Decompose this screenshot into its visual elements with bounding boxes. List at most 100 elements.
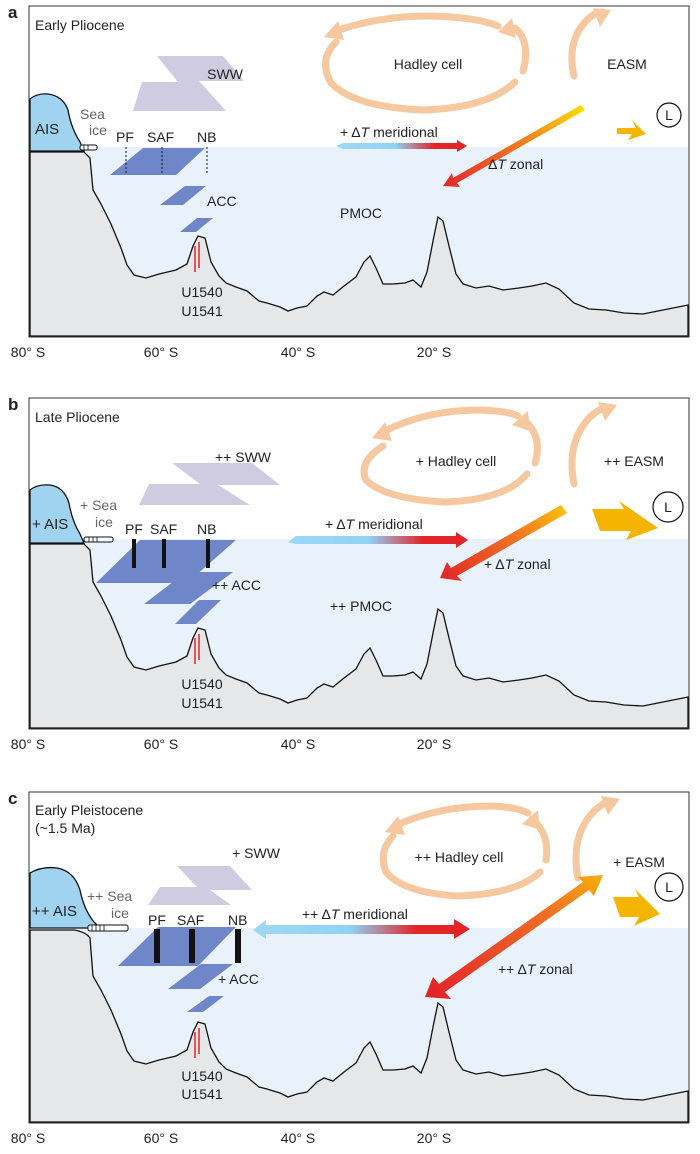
tick-20s: 20° S: [417, 344, 451, 360]
low-pressure-symbol: [652, 491, 684, 523]
saf-label: SAF: [147, 129, 174, 145]
easm-arrow: [617, 120, 646, 140]
pf-label: PF: [148, 912, 166, 928]
period-subtitle: (~1.5 Ma): [35, 820, 95, 836]
low-label: L: [665, 879, 673, 895]
nb-label: NB: [228, 912, 247, 928]
acc-label: ++ ACC: [212, 577, 261, 593]
panel-letter: c: [8, 789, 17, 808]
core-site-markers: [194, 242, 200, 272]
easm-label: EASM: [607, 56, 647, 72]
seafloor-land: [29, 543, 689, 729]
meridional-t: T: [331, 906, 341, 922]
tick-20s: 20° S: [417, 736, 451, 752]
front-lines: [125, 147, 208, 175]
hadley-label: ++ Hadley cell: [415, 849, 504, 865]
zonal-t: T: [527, 961, 537, 977]
acc-label: ACC: [207, 193, 237, 209]
front-lines: [154, 929, 241, 963]
hadley-cell-arrowheads: [372, 402, 617, 441]
site-u1541: U1541: [181, 303, 222, 319]
front-lines: [132, 539, 210, 568]
easm-label: ++ EASM: [604, 453, 664, 469]
low-pressure-symbol: [654, 872, 684, 902]
zonal-t: T: [497, 156, 507, 172]
site-u1540: U1540: [181, 676, 222, 692]
hadley-cell-arrowheads: [324, 8, 611, 40]
zonal-suffix: zonal: [535, 961, 572, 977]
ais-label: ++ AIS: [32, 903, 77, 920]
sww-label: ++ SWW: [215, 449, 272, 465]
axis-ticks-c: 80° S 60° S 40° S 20° S: [11, 1130, 451, 1146]
ice-label: ice: [95, 514, 113, 530]
pmoc-label: PMOC: [340, 205, 382, 221]
tick-80s: 80° S: [11, 1130, 45, 1146]
axis-ticks-a: 80° S 60° S 40° S 20° S: [11, 344, 451, 360]
hadley-label: Hadley cell: [394, 56, 462, 72]
easm-arrow: [613, 889, 660, 926]
easm-arrow: [592, 501, 658, 540]
panel-c-labels: c Early Pleistocene (~1.5 Ma) ++ AIS ++ …: [8, 789, 673, 1102]
ais-label: + AIS: [32, 516, 68, 533]
period-title: Early Pleistocene: [35, 802, 143, 818]
core-site-markers: [194, 634, 200, 664]
tick-60s: 60° S: [144, 1130, 178, 1146]
acc-label: + ACC: [218, 971, 259, 987]
tick-40s: 40° S: [281, 344, 315, 360]
antarctic-ice-sheet: [29, 93, 86, 152]
saf-label: SAF: [177, 912, 204, 928]
pf-label: PF: [116, 129, 134, 145]
meridional-prefix: + Δ: [340, 124, 361, 140]
zonal-prefix: + Δ: [484, 556, 505, 572]
meridional-suffix: meridional: [369, 124, 437, 140]
meridional-suffix: meridional: [354, 516, 422, 532]
sea-ice-shelf: [83, 536, 114, 543]
meridional-label: + ΔT meridional: [340, 124, 438, 140]
core-site-markers: [194, 1028, 200, 1058]
sww-wind-arrow: [148, 866, 252, 905]
site-u1541: U1541: [181, 1086, 222, 1102]
meridional-gradient-arrow: [288, 532, 468, 548]
acc-current-bands: [110, 148, 213, 232]
meridional-t: T: [361, 124, 371, 140]
sea-ice-shelf: [87, 924, 129, 932]
tick-80s: 80° S: [11, 736, 45, 752]
sww-wind-arrow: [133, 56, 244, 111]
meridional-prefix: ++ Δ: [302, 906, 331, 922]
meridional-label: + ΔT meridional: [325, 516, 423, 532]
site-u1540: U1540: [181, 1068, 222, 1084]
zonal-label: + ΔT zonal: [484, 556, 551, 572]
panel-a-labels: a Early Pliocene AIS Sea ice SWW PF SAF …: [8, 3, 673, 319]
meridional-gradient-arrow: [336, 140, 467, 152]
sww-label: SWW: [207, 66, 244, 82]
antarctic-ice-sheet: [29, 484, 86, 544]
panel-c: [28, 791, 690, 1124]
period-title: Early Pliocene: [35, 17, 125, 33]
zonal-prefix: Δ: [488, 156, 497, 172]
ice-label: ice: [111, 905, 129, 921]
tick-40s: 40° S: [281, 1130, 315, 1146]
nb-label: NB: [197, 521, 216, 537]
meridional-label: ++ ΔT meridional: [302, 906, 408, 922]
meridional-suffix: meridional: [339, 906, 407, 922]
tick-80s: 80° S: [11, 344, 45, 360]
meridional-prefix: + Δ: [325, 516, 346, 532]
zonal-prefix: ++ Δ: [498, 961, 527, 977]
seafloor-land: [29, 151, 689, 337]
tick-40s: 40° S: [281, 736, 315, 752]
nb-label: NB: [197, 129, 216, 145]
seafloor-land: [29, 929, 689, 1123]
saf-label: SAF: [150, 521, 177, 537]
zonal-gradient-arrow: [443, 105, 585, 187]
pf-label: PF: [125, 521, 143, 537]
sea-label: ++ Sea: [87, 888, 132, 904]
low-pressure-symbol: [656, 102, 682, 128]
pmoc-label: ++ PMOC: [330, 598, 392, 614]
tick-60s: 60° S: [144, 344, 178, 360]
easm-label: + EASM: [613, 854, 665, 870]
panel-letter: a: [8, 3, 18, 22]
tick-20s: 20° S: [417, 1130, 451, 1146]
panel-b: [28, 397, 690, 730]
sea-label: + Sea: [80, 497, 117, 513]
